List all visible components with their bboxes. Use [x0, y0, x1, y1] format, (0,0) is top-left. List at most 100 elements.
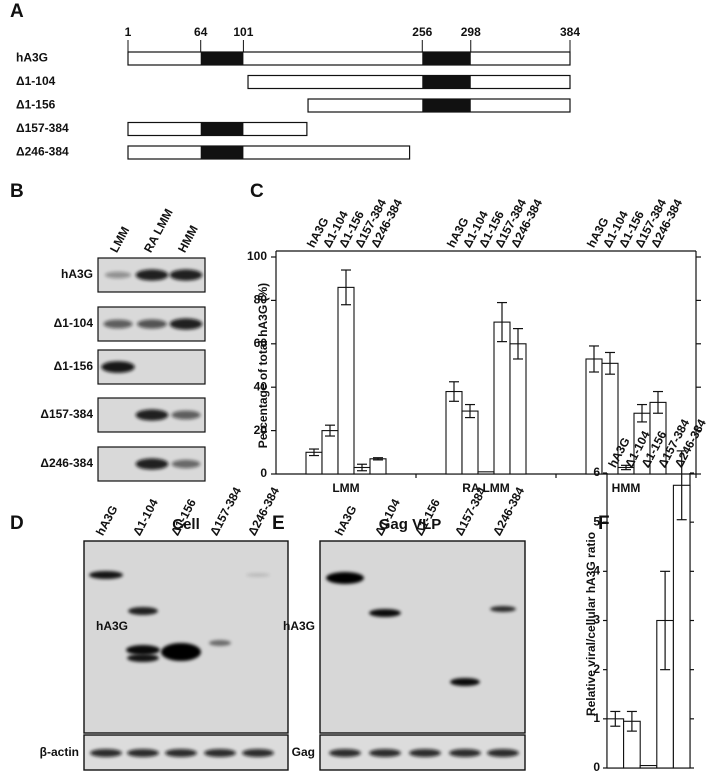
blot-band — [135, 269, 169, 281]
loading-band — [409, 749, 441, 757]
panel-label: E — [272, 513, 285, 534]
bar — [337, 286, 355, 475]
blot-row-label: Δ1-156 — [54, 359, 94, 373]
y-tick-label: 3 — [593, 613, 600, 627]
construct-label: Δ157-384 — [16, 121, 69, 135]
y-tick-label: 40 — [254, 379, 268, 393]
loading-label: β-actin — [40, 745, 79, 759]
blot-band — [326, 572, 364, 584]
panel-label: D — [10, 513, 24, 534]
panel-label: C — [250, 181, 264, 202]
loading-band — [487, 749, 519, 757]
loading-band — [165, 749, 197, 757]
bar — [369, 458, 387, 475]
blot-band — [89, 571, 123, 579]
blot-band — [128, 607, 158, 615]
panel-label: A — [10, 1, 24, 22]
y-tick-label: 6 — [593, 465, 600, 479]
bar — [639, 764, 658, 769]
y-tick-label: 100 — [247, 249, 267, 263]
y-tick-label: 20 — [254, 423, 268, 437]
blot-panel — [83, 540, 289, 734]
blot-band — [135, 458, 169, 470]
blot-band — [169, 269, 203, 281]
blot-band — [209, 640, 231, 646]
panel-label: B — [10, 181, 24, 202]
construct-label: Δ246-384 — [16, 145, 69, 159]
loading-band — [90, 749, 122, 757]
bar — [461, 410, 479, 475]
loading-band — [449, 749, 481, 757]
blot-band — [127, 654, 159, 662]
loading-band — [204, 749, 236, 757]
scale-tick-label: 298 — [461, 25, 481, 39]
blot-title: Gag VLP — [379, 516, 442, 533]
blot-row-label: hA3G — [61, 267, 93, 281]
bar — [585, 358, 603, 475]
loading-band — [329, 749, 361, 757]
blot-label: hA3G — [96, 619, 128, 633]
bar — [321, 430, 339, 475]
loading-band — [369, 749, 401, 757]
scale-tick-label: 64 — [194, 25, 208, 39]
domain-block — [200, 146, 244, 159]
blot-title: Cell — [172, 516, 200, 533]
domain-block — [422, 75, 471, 89]
bar — [477, 471, 495, 475]
domain-block — [422, 52, 471, 65]
blot-band — [137, 319, 167, 329]
blot-row-label: Δ1-104 — [54, 316, 94, 330]
x-tick-label: LMM — [332, 481, 359, 495]
y-tick-label: 0 — [593, 760, 600, 774]
blot-band — [135, 409, 169, 421]
domain-block — [200, 122, 244, 136]
y-tick-label: 5 — [593, 514, 600, 528]
blot-band — [104, 271, 132, 279]
panel-label: F — [598, 513, 610, 534]
x-tick-label: RA LMM — [462, 481, 510, 495]
blot-band — [171, 459, 201, 469]
y-axis-label: Percentage of total hA3G (%) — [256, 283, 270, 448]
blot-label: hA3G — [283, 619, 315, 633]
blot-panel — [319, 540, 526, 734]
construct-bar — [247, 74, 571, 90]
blot-row-label: Δ246-384 — [40, 456, 93, 470]
blot-band — [246, 573, 270, 577]
y-tick-label: 80 — [254, 293, 268, 307]
blot-band — [450, 678, 480, 686]
blot-band — [101, 361, 135, 373]
construct-label: hA3G — [16, 51, 48, 65]
scale-tick-label: 256 — [412, 25, 432, 39]
bar — [509, 343, 527, 475]
blot-band — [103, 319, 133, 329]
x-tick-label: HMM — [612, 481, 641, 495]
loading-label: Gag — [292, 745, 315, 759]
bar — [493, 321, 511, 475]
blot-band — [171, 410, 201, 420]
y-axis-label: Relative viral/cellular hA3G ratio — [584, 532, 598, 716]
construct-label: Δ1-104 — [16, 74, 56, 88]
blot-row-label: Δ157-384 — [40, 407, 93, 421]
loading-band — [127, 749, 159, 757]
blot-band — [161, 643, 201, 661]
construct-label: Δ1-156 — [16, 98, 56, 112]
scale-tick-label: 384 — [560, 25, 580, 39]
construct-bar — [127, 145, 411, 160]
blot-band — [369, 609, 401, 617]
loading-band — [242, 749, 274, 757]
domain-block — [422, 99, 471, 112]
scale-tick-label: 101 — [233, 25, 253, 39]
y-tick-label: 4 — [593, 564, 600, 578]
y-tick-label: 1 — [593, 711, 600, 725]
domain-block — [200, 52, 244, 65]
blot-band — [169, 318, 203, 330]
y-tick-label: 60 — [254, 336, 268, 350]
blot-band — [126, 645, 160, 655]
y-tick-label: 0 — [260, 466, 267, 480]
bar — [672, 484, 691, 769]
blot-band — [490, 606, 516, 612]
construct-bar — [127, 51, 571, 66]
scale-tick-label: 1 — [125, 25, 132, 39]
